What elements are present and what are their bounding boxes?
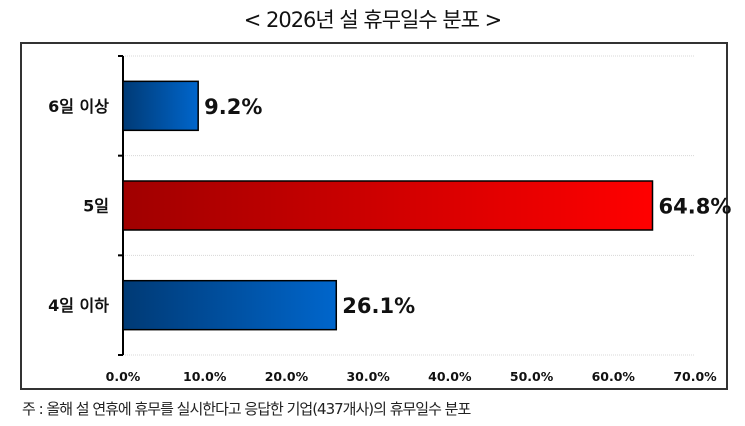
x-tick-label: 0.0% [106, 369, 141, 384]
x-tick-label: 50.0% [510, 369, 554, 384]
x-tick-label: 30.0% [346, 369, 390, 384]
data-label: 9.2% [204, 95, 262, 119]
chart-frame [20, 42, 728, 390]
category-label: 5일 [83, 197, 109, 216]
category-label: 6일 이상 [48, 97, 109, 116]
x-tick-label: 20.0% [265, 369, 309, 384]
bar [122, 180, 654, 231]
bar [122, 279, 338, 331]
data-label: 64.8% [659, 195, 732, 219]
x-tick-label: 60.0% [592, 369, 636, 384]
bar [122, 80, 199, 132]
data-label: 26.1% [342, 294, 415, 318]
footnote: 주 : 올해 설 연휴에 휴무를 실시한다고 응답한 기업(437개사)의 휴무… [22, 400, 471, 418]
category-label: 4일 이하 [48, 296, 109, 315]
x-tick-label: 40.0% [428, 369, 472, 384]
x-tick-label: 10.0% [183, 369, 227, 384]
chart-title: < 2026년 설 휴무일수 분포 > [243, 8, 503, 32]
x-tick-label: 70.0% [673, 369, 717, 384]
